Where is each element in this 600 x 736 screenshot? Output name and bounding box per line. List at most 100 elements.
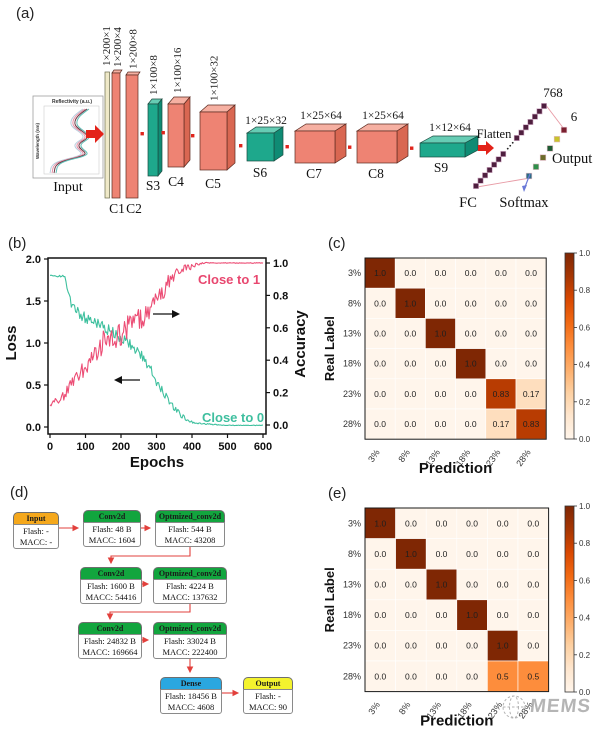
panel-a-label: (a) [16,5,34,22]
matrix-cell-value: 0.0 [435,389,447,399]
matrix-cell [364,378,396,410]
left-tick-label: 1.5 [26,296,41,308]
fc-neuron [477,177,484,184]
fc-units: 768 [543,85,563,100]
dim-c2: 1×200×8 [128,29,140,69]
flow-node-dense-7: Dense Flash: 18456 B MACC: 4608 [160,677,222,714]
output-neuron [539,154,547,161]
matrix-cell-value: 0.83 [493,389,510,399]
matrix-cell [394,378,426,410]
flow-node-stat-line: MACC: 222400 [162,646,218,657]
matrix-cell [487,599,519,631]
dim-c1: 1×200×4 [112,27,124,67]
label-c1: C1 [109,201,125,216]
matrix-cell-value: 0.0 [404,359,416,369]
matrix-cell-value: 0.0 [436,518,448,528]
panel-b-label: (b) [8,235,26,252]
flow-node-optmized-conv2d-2: Optmized_conv2d Flash: 544 B MACC: 43208 [155,510,225,547]
matrix-cell-value: 0.0 [465,389,477,399]
flow-node-title: Conv2d [80,567,142,579]
input-plot-ylabel: Wavelength (nm) [35,122,40,159]
right-tick-label: 0.4 [273,355,289,367]
matrix-cell-value: 1.0 [374,518,386,528]
matrix-cell-value: 0.0 [435,359,447,369]
matrix-cell-value: 0.0 [374,641,386,651]
col-tick-label: 8% [397,700,413,716]
row-tick-label: 28% [343,671,361,681]
matrix-cell-value: 0.17 [523,389,540,399]
col-tick-label: 8% [396,448,412,464]
matrix-cell [425,378,456,410]
conv-bars [104,69,141,199]
flow-node-stat-line: MACC: 137632 [162,591,218,602]
colorbar-tick-label: 0.6 [579,323,591,332]
matrix-cell-value: 0.0 [404,419,416,429]
matrix-cell [517,538,549,570]
matrix-cell-value: 0.0 [435,298,447,308]
row-tick-label: 8% [348,549,361,559]
flow-node-conv2d-3: Conv2d Flash: 1600 B MACC: 54416 [80,567,142,604]
fc-neuron [491,161,498,168]
flow-node-conv2d-1: Conv2d Flash: 48 B MACC: 1604 [83,510,141,547]
x-axis-title: Prediction [419,460,492,477]
flow-node-conv2d-5: Conv2d Flash: 24832 B MACC: 169664 [78,622,142,659]
panel-label: (c) [328,235,346,252]
colorbar-tick-label: 0.6 [579,576,591,585]
colorbar-tick-label: 1.0 [579,502,591,511]
matrix-cell [364,538,396,570]
watermark: MEMS [500,692,600,726]
matrix-cell-value: 1.0 [374,268,386,278]
matrix-cell-value: 1.0 [465,359,477,369]
series-accuracy [49,261,264,407]
panel-d-label: (d) [10,484,29,501]
left-tick-label: 2.0 [26,254,41,266]
matrix-cell [485,408,517,440]
flow-node-stat-line: Flash: 1600 B [87,581,135,591]
x-axis-title: Prediction [420,713,493,730]
matrix-cell-value: 0.0 [435,268,447,278]
flow-node-title: Optmized_conv2d [155,510,225,522]
matrix-cell [364,257,396,289]
annotation-close-to-0: Close to 0 [202,410,264,425]
matrix-cell-value: 0.0 [527,549,539,559]
matrix-cell [425,660,458,692]
output-neuron [532,163,540,170]
matrix-cell-value: 0.0 [466,580,478,590]
matrix-cell [456,507,488,539]
matrix-cell [395,599,427,631]
matrix-cell-value: 0.0 [436,671,448,681]
fc-neuron [482,172,488,179]
matrix-cell-value: 0.0 [497,518,509,528]
matrix-cell [425,538,458,570]
matrix-cell [394,287,426,319]
matrix-cell-value: 0.0 [374,329,386,339]
matrix-cell-value: 0.0 [404,389,416,399]
annotation-close-to-1: Close to 1 [198,272,260,287]
row-tick-label: 23% [343,641,361,651]
dim-s9: 1×12×64 [429,122,471,134]
accuracy-arrow-icon [172,310,180,318]
panel-label: (e) [328,485,346,502]
conv-c7 [293,123,348,164]
matrix-cell-value: 0.0 [495,329,507,339]
x-tick-label: 500 [218,441,236,453]
colorbar [564,252,575,440]
matrix-cell [425,507,458,539]
layer-connectors [140,131,414,150]
matrix-cell-value: 0.0 [527,518,539,528]
matrix-cell [515,378,547,410]
matrix-cell [456,599,488,631]
row-tick-label: 13% [343,329,361,339]
flow-node-stat-line: MACC: 54416 [85,591,137,602]
row-tick-label: 13% [343,580,361,590]
dim-c8: 1×25×64 [362,110,404,122]
colorbar-tick-label: 0.0 [579,688,591,697]
matrix-cell-value: 0.0 [527,580,539,590]
flow-node-stat-line: Flash: 18456 B [165,691,217,701]
matrix-cell [515,318,547,349]
label-c7: C7 [306,166,322,181]
x-tick-label: 0 [47,441,53,453]
x-tick-label: 200 [112,441,130,453]
flow-node-stats: Flash: 48 B MACC: 1604 [83,522,141,547]
